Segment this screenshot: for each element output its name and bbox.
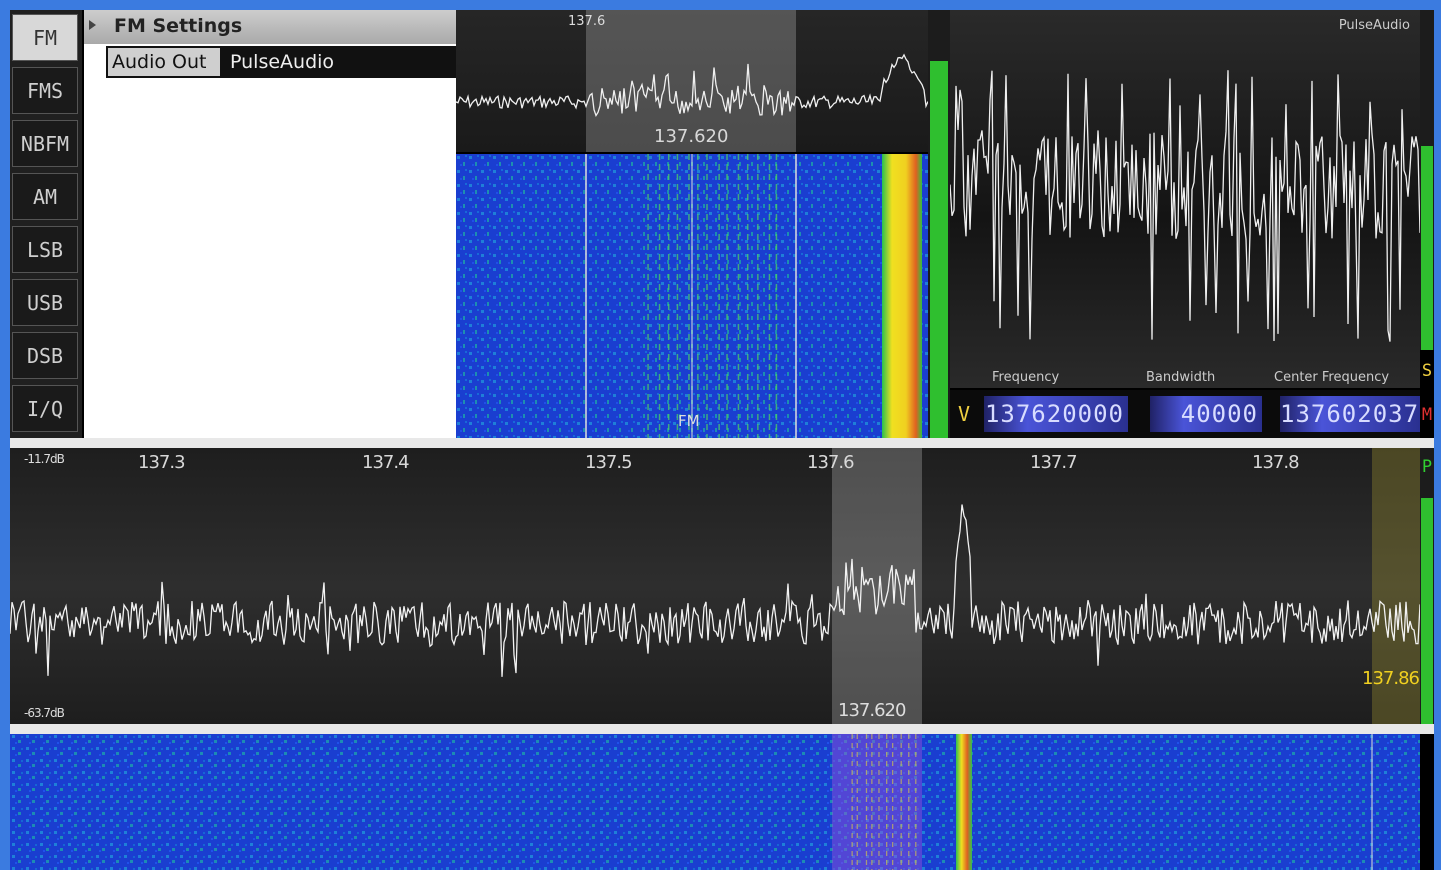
main-bandwidth-highlight[interactable] [832, 448, 922, 724]
p-toggle-button[interactable]: P [1421, 457, 1433, 477]
demod-center-label: 137.620 [654, 126, 729, 147]
demod-level-meter[interactable] [928, 10, 950, 438]
settings-row-audio-out[interactable]: Audio Out PulseAudio [106, 46, 456, 78]
center-frequency-input[interactable]: 137602037 [1280, 396, 1420, 432]
bandwidth-input[interactable]: 40000 [1150, 396, 1262, 432]
expand-triangle-icon[interactable] [89, 20, 96, 30]
mode-button-dsb[interactable]: DSB [12, 332, 78, 379]
main-level-meter[interactable] [1420, 448, 1434, 724]
demod-bandwidth-highlight[interactable] [586, 10, 796, 152]
main-center-label: 137.620 [838, 700, 906, 721]
mode-button-usb[interactable]: USB [12, 279, 78, 326]
main-waterfall[interactable] [10, 734, 1420, 870]
main-spectrum-trace [10, 504, 1420, 677]
frequency-label: Frequency [992, 370, 1060, 385]
audio-level-meter[interactable] [1420, 10, 1434, 350]
db-top-label: -11.7dB [24, 452, 65, 466]
mode-selector: FM FMS NBFM AM LSB USB DSB I/Q [10, 10, 82, 438]
mode-button-lsb[interactable]: LSB [12, 226, 78, 273]
audio-out-value[interactable]: PulseAudio [230, 51, 335, 73]
main-spectrum[interactable] [10, 448, 1420, 724]
m-toggle-button[interactable]: M [1421, 405, 1433, 425]
mode-button-nbfm[interactable]: NBFM [12, 120, 78, 167]
waterfall-divider[interactable] [10, 724, 1434, 734]
tick-label: 137.8 [1252, 452, 1300, 473]
tick-label: 137.4 [362, 452, 410, 473]
panel-divider[interactable] [10, 438, 1434, 448]
db-bottom-label: -63.7dB [24, 706, 65, 720]
bandwidth-label: Bandwidth [1146, 370, 1216, 385]
tick-label: 137.5 [585, 452, 633, 473]
demod-spectrum-trace [456, 53, 928, 117]
center-frequency-label: Center Frequency [1274, 370, 1390, 385]
tick-label: 137.6 [807, 452, 855, 473]
mode-button-am[interactable]: AM [12, 173, 78, 220]
audio-waveform [950, 70, 1420, 342]
tick-label: 137.7 [1030, 452, 1078, 473]
settings-panel: FM Settings Audio Out PulseAudio [84, 10, 456, 438]
demod-waterfall[interactable]: FM [456, 154, 928, 438]
sdr-app-window: FM FMS NBFM AM LSB USB DSB I/Q FM Settings Audi… [10, 10, 1434, 870]
settings-header[interactable]: FM Settings [84, 10, 456, 44]
frequency-controls: V 137620000 40000 137602037 [950, 390, 1420, 438]
audio-device-label: PulseAudio [1338, 18, 1410, 33]
demod-mode-label: FM [678, 412, 700, 430]
frequency-input[interactable]: 137620000 [984, 396, 1128, 432]
audio-out-key: Audio Out [108, 48, 220, 76]
v-toggle-button[interactable]: V [958, 402, 971, 426]
demod-top-tick: 137.6 [568, 14, 606, 29]
yellow-freq-label: 137.86 [1362, 668, 1420, 689]
mode-button-fms[interactable]: FMS [12, 67, 78, 114]
tick-label: 137.3 [138, 452, 186, 473]
mode-button-iq[interactable]: I/Q [12, 385, 78, 432]
s-toggle-button[interactable]: S [1421, 361, 1433, 381]
mode-button-fm[interactable]: FM [12, 14, 78, 61]
audio-scope: PulseAudio Frequency Bandwidth Center Fr… [950, 10, 1420, 388]
settings-title: FM Settings [114, 15, 243, 37]
demod-spectrum[interactable]: 137.6 137.620 [456, 10, 928, 152]
main-yellow-region[interactable] [1372, 448, 1420, 724]
